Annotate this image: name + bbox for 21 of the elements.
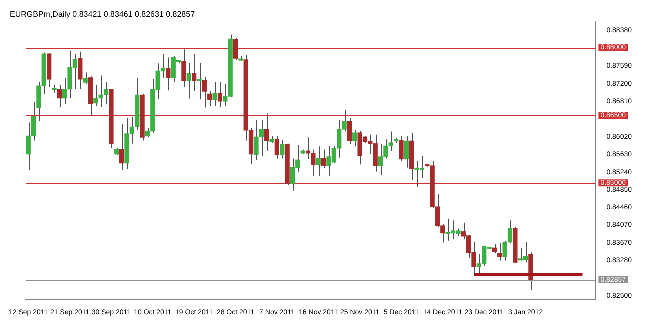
candlestick xyxy=(57,84,62,108)
candlestick xyxy=(233,38,238,60)
candlestick xyxy=(404,136,409,168)
candlestick xyxy=(119,124,124,172)
candlestick xyxy=(166,57,171,92)
candlestick xyxy=(316,146,321,176)
candlestick xyxy=(399,136,404,162)
candlestick xyxy=(280,140,285,160)
chart-title: EURGBPm,Daily 0.83421 0.83461 0.82631 0.82857 xyxy=(10,10,196,20)
candlestick xyxy=(212,82,218,107)
candlestick xyxy=(352,130,358,148)
candlestick xyxy=(498,243,502,262)
candlestick xyxy=(186,62,192,100)
candlestick xyxy=(83,72,88,85)
candlestick xyxy=(192,54,197,92)
candlestick xyxy=(218,82,223,108)
candlestick xyxy=(78,51,83,90)
candlestick xyxy=(264,113,270,152)
candlestick xyxy=(197,62,202,100)
candlestick xyxy=(182,49,186,88)
candlestick xyxy=(274,136,280,160)
